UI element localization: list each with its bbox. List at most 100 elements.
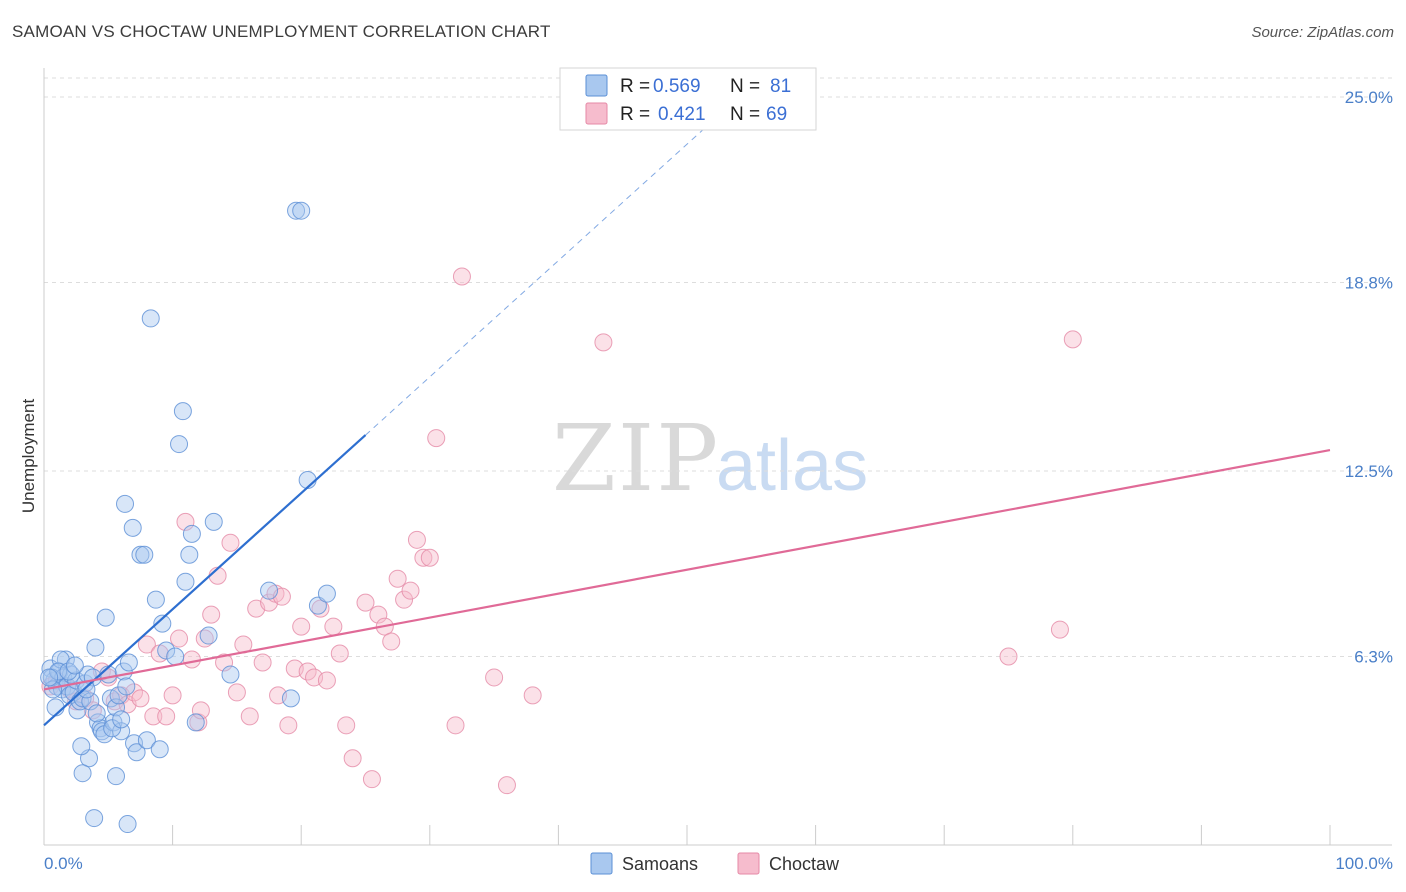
bottom-legend-label-samoans: Samoans <box>622 854 698 874</box>
choctaw-point <box>497 776 516 795</box>
samoans-point <box>287 201 306 220</box>
bottom-legend-label-choctaw: Choctaw <box>769 854 840 874</box>
choctaw-trend-line <box>43 448 1331 691</box>
grid-lines <box>44 77 1392 658</box>
samoans-point <box>127 743 146 762</box>
choctaw-point <box>131 689 150 708</box>
y-tick-label: 12.5% <box>1345 462 1393 481</box>
legend-swatch-samoans <box>585 74 608 97</box>
samoans-point <box>150 740 169 759</box>
samoans-point <box>308 596 327 615</box>
legend-r-label-choctaw: R = <box>620 104 650 125</box>
choctaw-point <box>227 683 246 702</box>
y-tick-label: 25.0% <box>1345 88 1393 107</box>
samoans-point <box>49 662 68 681</box>
trend-lines <box>43 120 1331 727</box>
legend-r-label-samoans: R = <box>620 76 650 97</box>
y-tick-label: 18.8% <box>1345 274 1393 293</box>
y-axis-label: Unemployment <box>19 399 38 514</box>
samoans-point <box>141 309 160 328</box>
choctaw-point <box>191 701 210 720</box>
samoans-trend-extension <box>365 120 714 436</box>
samoans-point <box>109 686 128 705</box>
samoans-point <box>40 668 59 687</box>
choctaw-point <box>1050 620 1069 639</box>
samoans-point <box>173 402 192 421</box>
samoans-point <box>119 653 138 672</box>
choctaw-point <box>523 686 542 705</box>
choctaw-point <box>144 707 163 726</box>
samoans-point <box>72 737 91 756</box>
samoans-point <box>153 614 172 633</box>
samoans-point <box>176 572 195 591</box>
choctaw-point <box>163 686 182 705</box>
samoans-point <box>199 626 218 645</box>
choctaw-point <box>330 644 349 663</box>
legend-r-value-choctaw: 0.421 <box>658 104 706 125</box>
samoans-point <box>46 698 65 717</box>
choctaw-point <box>485 668 504 687</box>
samoans-point <box>78 665 97 684</box>
samoans-point <box>317 584 336 603</box>
samoans-point <box>123 518 142 537</box>
samoans-point <box>131 545 150 564</box>
choctaw-point <box>221 533 240 552</box>
choctaw-point <box>420 548 439 567</box>
choctaw-point <box>324 617 343 636</box>
choctaw-point <box>401 581 420 600</box>
choctaw-point <box>157 707 176 726</box>
watermark-zip: ZIP <box>552 405 720 512</box>
y-tick-label: 6.3% <box>1354 648 1393 667</box>
choctaw-point <box>279 716 298 735</box>
samoans-point <box>137 731 156 750</box>
chart-source: Source: ZipAtlas.com <box>1251 24 1394 41</box>
samoans-point <box>117 677 136 696</box>
samoans-point <box>118 815 137 834</box>
samoans-trend-line <box>43 434 367 727</box>
choctaw-point <box>594 333 613 352</box>
samoans-point <box>182 524 201 543</box>
choctaw-point <box>362 770 381 789</box>
choctaw-point <box>427 429 446 448</box>
axes <box>43 68 1392 846</box>
samoans-point <box>85 809 104 828</box>
choctaw-point <box>337 716 356 735</box>
legend-swatch-choctaw <box>585 102 608 125</box>
legend: R = 0.569 N = 81 R = 0.421 N = 69 <box>559 67 817 131</box>
samoans-point <box>96 608 115 627</box>
choctaw-point <box>170 629 189 648</box>
x-tick-label-min: 0.0% <box>44 854 83 873</box>
samoans-point <box>81 692 100 711</box>
samoans-point <box>65 656 84 675</box>
choctaw-point <box>317 671 336 690</box>
watermark-atlas: atlas <box>716 426 868 506</box>
bottom-legend-swatch-samoans <box>590 852 613 875</box>
choctaw-point <box>452 267 471 286</box>
choctaw-point <box>292 617 311 636</box>
legend-n-value-samoans: 81 <box>770 76 791 97</box>
choctaw-point <box>215 653 234 672</box>
samoans-point <box>221 665 240 684</box>
samoans-point <box>186 713 205 732</box>
samoans-point <box>135 545 154 564</box>
choctaw-point <box>253 653 272 672</box>
choctaw-point <box>446 716 465 735</box>
samoans-point <box>204 512 223 531</box>
samoans-point <box>73 764 92 783</box>
samoans-point <box>292 201 311 220</box>
choctaw-point <box>369 605 388 624</box>
choctaw-point <box>388 569 407 588</box>
choctaw-point <box>202 605 221 624</box>
legend-r-value-samoans: 0.569 <box>653 76 701 97</box>
chart-title: SAMOAN VS CHOCTAW UNEMPLOYMENT CORRELATI… <box>12 22 551 41</box>
legend-n-label-choctaw: N = <box>730 104 760 125</box>
choctaw-point <box>1063 330 1082 349</box>
choctaw-point <box>407 530 426 549</box>
y-tick-labels: 6.3% 12.5% 18.8% 25.0% <box>1345 88 1393 667</box>
samoans-point <box>112 710 131 729</box>
choctaw-point <box>176 512 195 531</box>
samoans-point <box>170 435 189 454</box>
samoans-point <box>107 698 126 717</box>
choctaw-point <box>414 548 433 567</box>
